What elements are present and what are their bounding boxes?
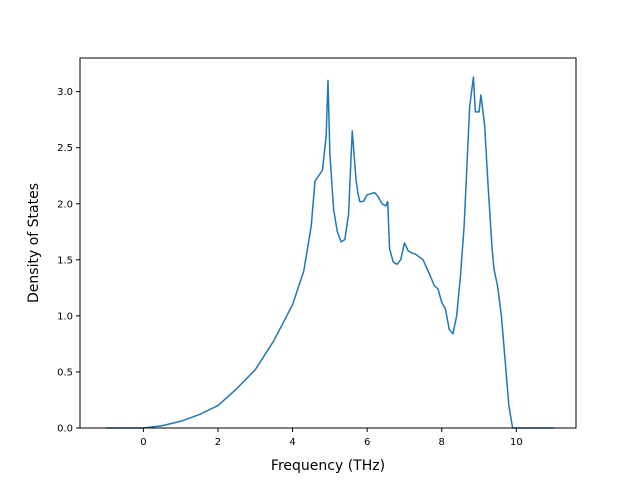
x-axis-title: Frequency (THz) xyxy=(271,458,385,474)
y-tick-label: 0.5 xyxy=(57,367,73,378)
series-line-0 xyxy=(105,76,555,429)
x-tick-label: 0 xyxy=(140,437,146,448)
x-tick-label: 10 xyxy=(510,437,523,448)
x-tick-label: 8 xyxy=(439,437,445,448)
y-tick-label: 2.5 xyxy=(57,143,73,154)
y-tick-label: 2.0 xyxy=(57,199,73,210)
y-tick-label: 3.0 xyxy=(57,87,73,98)
y-tick-label: 1.0 xyxy=(57,311,73,322)
x-tick-label: 6 xyxy=(364,437,370,448)
x-tick-label: 2 xyxy=(215,437,221,448)
plot-area xyxy=(105,76,555,429)
axis-ticks: 0 2 4 6 8 10 0.0 0.5 1.0 1.5 2.0 2.5 3.0 xyxy=(57,87,523,448)
x-tick-label: 4 xyxy=(289,437,295,448)
y-tick-label: 0.0 xyxy=(57,424,73,435)
y-tick-label: 1.5 xyxy=(57,255,73,266)
y-axis-title: Density of States xyxy=(26,183,42,303)
axes-frame xyxy=(79,57,577,429)
